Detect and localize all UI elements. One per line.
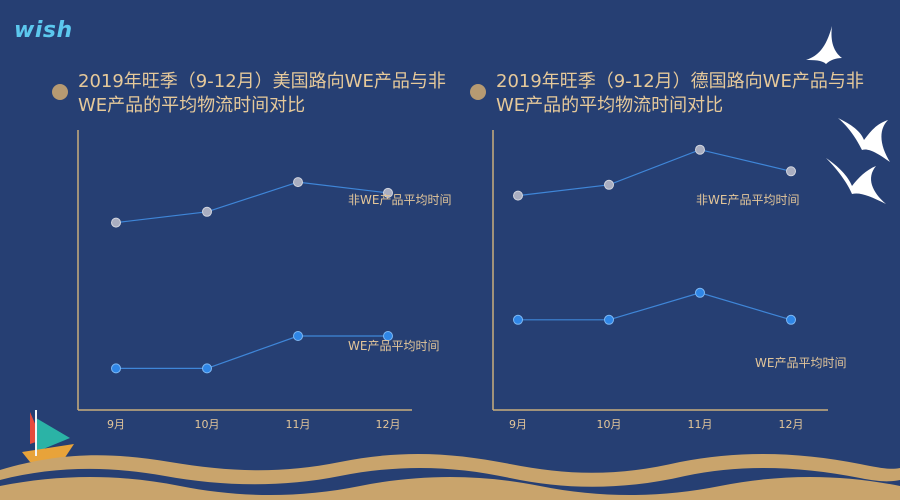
series-line (518, 292, 792, 321)
series-label: WE产品平均时间 (755, 356, 846, 370)
chart-title-de: 2019年旺季（9-12月）德国路向WE产品与非WE产品的平均物流时间对比 (496, 71, 864, 116)
series-label: 非WE产品平均时间 (348, 193, 451, 207)
wave-band (0, 467, 900, 495)
sailboat-icon (22, 410, 74, 462)
data-point (202, 363, 212, 374)
chart-0: 9月 10月 11月 12月 非WE产品平均时间 WE产品平均时间 (77, 130, 451, 431)
data-point (383, 187, 393, 198)
wish-logo: wish (14, 18, 73, 43)
data-point (786, 314, 796, 325)
seagull-icon (806, 26, 842, 64)
data-point (111, 217, 121, 228)
data-point (604, 314, 614, 325)
data-point (695, 144, 705, 155)
seagull-icon (838, 118, 890, 162)
data-point (695, 287, 705, 298)
seagull-icon (826, 158, 886, 204)
data-point (111, 363, 121, 374)
series-line (116, 335, 388, 369)
title-bullet-us (52, 84, 68, 100)
data-point (513, 314, 523, 325)
series-line (115, 181, 389, 224)
data-point (202, 206, 212, 217)
title-bullet-de (470, 84, 486, 100)
x-tick-label: 10月 (195, 418, 220, 431)
data-point (786, 166, 796, 177)
x-tick-label: 12月 (376, 418, 401, 431)
series-label: 非WE产品平均时间 (696, 193, 799, 207)
series-line (517, 149, 792, 197)
data-point (383, 331, 393, 341)
data-point (293, 331, 303, 341)
x-tick-label: 9月 (107, 418, 125, 431)
x-tick-label: 11月 (688, 418, 713, 431)
x-tick-label: 9月 (509, 418, 527, 431)
chart-title-us: 2019年旺季（9-12月）美国路向WE产品与非WE产品的平均物流时间对比 (78, 71, 446, 116)
data-point (293, 177, 303, 188)
x-tick-label: 10月 (597, 418, 622, 431)
chart-1: 9月 10月 11月 12月 非WE产品平均时间 WE产品平均时间 (492, 130, 846, 431)
x-tick-label: 12月 (779, 418, 804, 431)
data-point (604, 179, 614, 190)
decorations (0, 26, 900, 500)
chart-layer: 9月 10月 11月 12月 非WE产品平均时间 WE产品平均时间 9月 10月 11月 12月 非… (77, 130, 846, 431)
x-tick-label: 11月 (286, 418, 311, 431)
data-point (513, 190, 523, 201)
wave-band (0, 480, 900, 500)
series-label: WE产品平均时间 (348, 339, 439, 353)
